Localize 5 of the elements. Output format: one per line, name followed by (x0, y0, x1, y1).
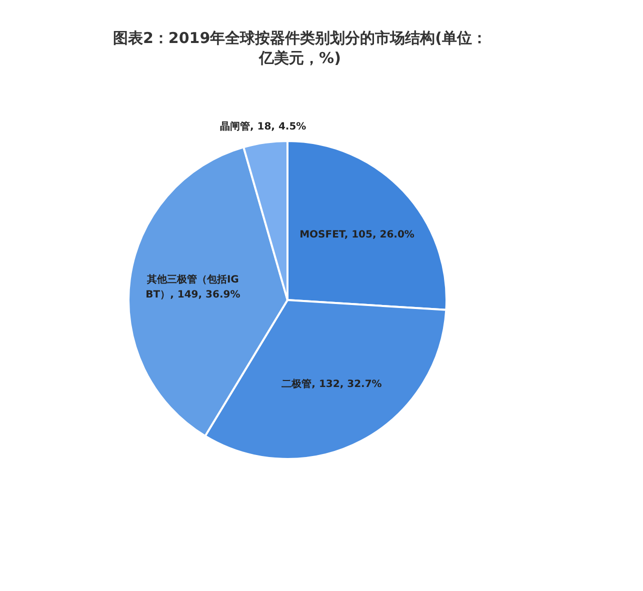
slice-label: 其他三极管（包括IGBT）, 149, 36.9% (146, 274, 240, 301)
slice-label: 晶闸管, 18, 4.5% (220, 120, 306, 132)
chart-title: 图表2：2019年全球按器件类别划分的市场结构(单位：亿美元，%) (112, 28, 488, 68)
slice-label: 二极管, 132, 32.7% (282, 378, 382, 390)
slice-label: MOSFET, 105, 26.0% (300, 229, 414, 240)
